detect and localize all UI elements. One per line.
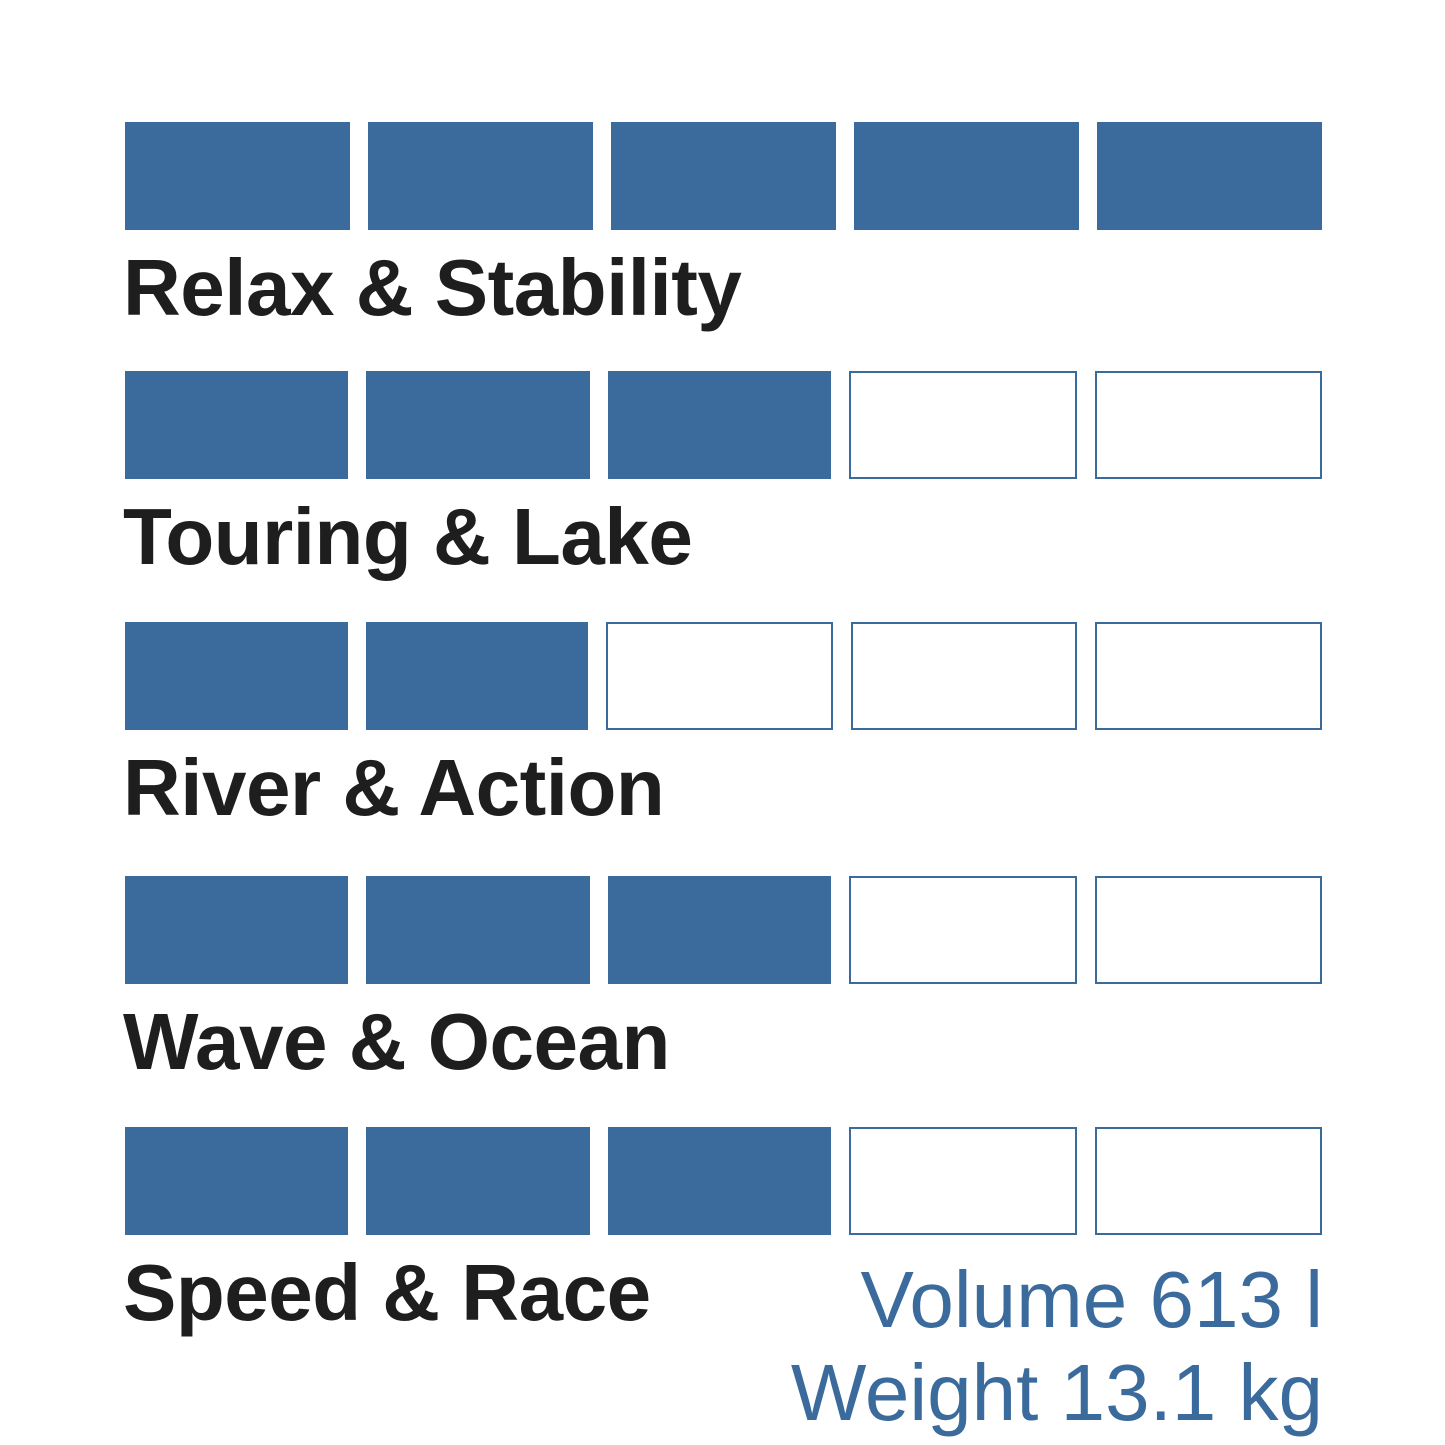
category-label: Relax & Stability bbox=[123, 243, 742, 332]
weight-spec: Weight 13.1 kg bbox=[790, 1348, 1323, 1437]
rating-segment-empty bbox=[1095, 622, 1322, 730]
rating-segment-filled bbox=[125, 122, 350, 230]
rating-segment-filled bbox=[125, 371, 349, 479]
rating-segment-filled bbox=[607, 371, 832, 479]
rating-bar bbox=[125, 371, 1323, 479]
category-label: Speed & Race bbox=[123, 1248, 651, 1337]
rating-segment-filled bbox=[365, 622, 589, 730]
rating-segment-filled bbox=[607, 876, 832, 984]
rating-segment-empty bbox=[1094, 876, 1323, 984]
rating-segment-empty bbox=[1094, 1127, 1323, 1235]
rating-bar bbox=[125, 122, 1322, 230]
rating-segment-empty bbox=[849, 371, 1077, 479]
category-label: River & Action bbox=[123, 743, 665, 832]
rating-segment-filled bbox=[607, 1127, 832, 1235]
rating-segment-filled bbox=[611, 122, 836, 230]
rating-segment-filled bbox=[366, 371, 590, 479]
volume-spec: Volume 613 l bbox=[860, 1255, 1323, 1344]
rating-segment-filled bbox=[125, 1127, 349, 1235]
rating-segment-empty bbox=[849, 1127, 1077, 1235]
rating-segment-filled bbox=[366, 876, 590, 984]
rating-segment-empty bbox=[849, 876, 1077, 984]
rating-segment-filled bbox=[854, 122, 1079, 230]
rating-bar bbox=[125, 622, 1322, 730]
rating-segment-filled bbox=[366, 1127, 590, 1235]
rating-segment-filled bbox=[125, 622, 348, 730]
category-label: Wave & Ocean bbox=[123, 997, 670, 1086]
rating-segment-filled bbox=[1097, 122, 1322, 230]
rating-segment-empty bbox=[606, 622, 833, 730]
rating-bar bbox=[125, 876, 1323, 984]
rating-segment-empty bbox=[850, 622, 1078, 730]
rating-bar bbox=[125, 1127, 1323, 1235]
rating-segment-empty bbox=[1094, 371, 1323, 479]
rating-segment-filled bbox=[368, 122, 593, 230]
rating-segment-filled bbox=[125, 876, 349, 984]
category-label: Touring & Lake bbox=[123, 492, 693, 581]
